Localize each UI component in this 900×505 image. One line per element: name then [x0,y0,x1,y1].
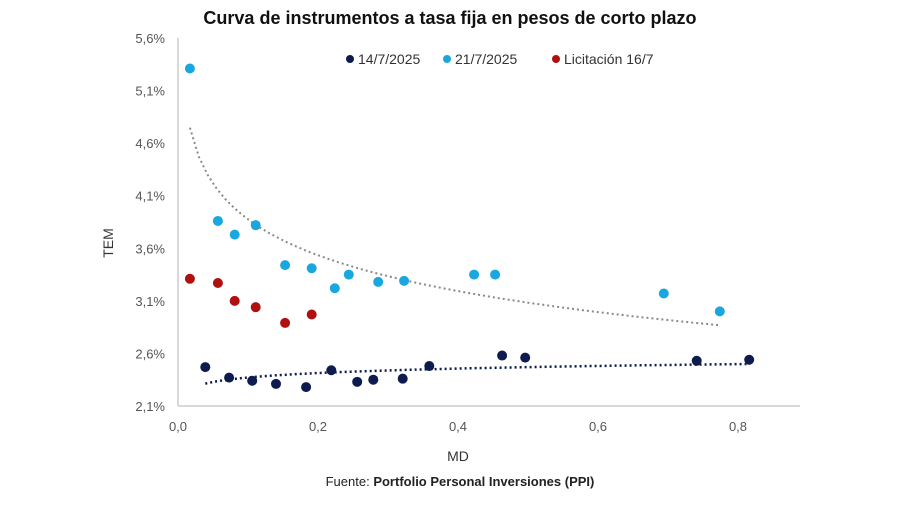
data-point [326,365,337,376]
y-tick-label: 5,6% [135,31,165,46]
x-tick-label: 0,0 [169,419,187,434]
trendlines [188,127,750,385]
trendline [188,127,720,327]
legend-marker [346,55,354,63]
data-point [184,273,195,284]
y-tick-label: 5,1% [135,84,165,99]
data-point [224,372,235,383]
data-point [301,382,312,393]
y-tick-label: 2,1% [135,399,165,414]
data-point [212,215,223,226]
legend-label: Licitación 16/7 [564,51,654,67]
data-point [424,361,435,372]
data-point [271,378,281,389]
y-tick-label: 3,6% [135,241,165,256]
y-axis-label: TEM [100,228,116,258]
legend-marker [443,55,451,63]
data-point [397,373,408,384]
data-point [280,260,291,271]
data-point [368,374,379,385]
data-point [691,355,702,366]
y-tick-label: 4,1% [135,189,165,204]
data-points [184,63,755,393]
source-name: Portfolio Personal Inversiones (PPI) [373,474,594,489]
data-point [280,317,291,328]
data-point [399,275,410,286]
data-point [250,302,261,313]
data-point [306,263,317,274]
legend-marker [552,55,560,63]
y-tick-label: 3,1% [135,294,165,309]
chart-title: Curva de instrumentos a tasa fija en pes… [203,8,696,28]
legend-label: 21/7/2025 [455,51,517,67]
data-point [329,283,340,294]
legend: 14/7/2025 21/7/2025 Licitación 16/7 [346,51,654,67]
data-point [212,277,223,288]
data-point [497,350,508,361]
data-point [247,375,258,386]
data-point [229,229,240,240]
data-point [200,362,211,373]
data-point [229,295,240,306]
legend-label: 14/7/2025 [358,51,420,67]
y-tick-label: 2,6% [135,346,165,361]
data-point [469,269,480,280]
data-point [184,63,195,74]
data-point [490,269,501,280]
data-point [714,306,725,317]
x-axis-label: MD [447,448,469,464]
x-tick-label: 0,6 [589,419,607,434]
data-point [520,352,531,363]
data-point [744,354,755,365]
data-point [343,269,354,280]
source-note: Fuente: Portfolio Personal Inversiones (… [326,474,595,489]
x-tick-label: 0,8 [729,419,747,434]
source-prefix: Fuente: [326,474,374,489]
axes: 2,1% 2,6% 3,1% 3,6% 4,1% 4,6% 5,1% 5,6% 0,0 0,2 0,… [135,31,800,434]
x-tick-label: 0,2 [309,419,327,434]
trendline [205,362,750,385]
x-tick-label: 0,4 [449,419,467,434]
data-point [658,288,669,299]
data-point [373,276,384,287]
y-tick-label: 4,6% [135,136,165,151]
data-point [250,220,261,231]
data-point [306,309,317,320]
data-point [352,376,363,387]
